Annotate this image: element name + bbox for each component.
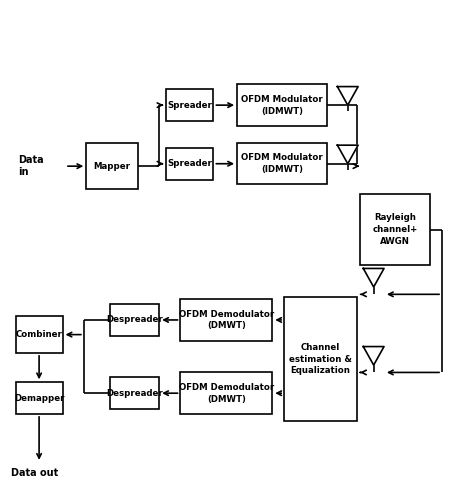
Text: Mapper: Mapper bbox=[94, 162, 131, 171]
Text: OFDM Modulator
(IDMWT): OFDM Modulator (IDMWT) bbox=[241, 95, 323, 115]
Text: Data
in: Data in bbox=[18, 155, 44, 177]
Polygon shape bbox=[337, 86, 358, 105]
Bar bbox=[166, 148, 213, 180]
Polygon shape bbox=[363, 347, 384, 365]
Bar bbox=[237, 143, 327, 185]
Text: Demapper: Demapper bbox=[14, 394, 64, 403]
Bar bbox=[16, 382, 63, 414]
Bar bbox=[181, 373, 273, 414]
Text: Spreader: Spreader bbox=[167, 159, 212, 168]
Text: OFDM Demodulator
(DMWT): OFDM Demodulator (DMWT) bbox=[179, 309, 274, 330]
Bar bbox=[86, 143, 138, 190]
Bar bbox=[359, 194, 430, 265]
Text: Spreader: Spreader bbox=[167, 101, 212, 109]
Text: Rayleigh
channel+
AWGN: Rayleigh channel+ AWGN bbox=[372, 213, 418, 246]
Bar bbox=[237, 84, 327, 126]
Bar bbox=[16, 316, 63, 353]
Bar bbox=[110, 377, 159, 409]
Bar bbox=[166, 89, 213, 121]
Text: OFDM Modulator
(IDMWT): OFDM Modulator (IDMWT) bbox=[241, 153, 323, 174]
Text: Data out: Data out bbox=[11, 467, 58, 478]
Text: Combiner: Combiner bbox=[16, 330, 63, 339]
Bar bbox=[181, 299, 273, 341]
Polygon shape bbox=[363, 269, 384, 287]
Text: Despreader: Despreader bbox=[106, 315, 163, 325]
Bar bbox=[110, 304, 159, 336]
Polygon shape bbox=[337, 145, 358, 164]
Bar bbox=[284, 297, 357, 421]
Text: Despreader: Despreader bbox=[106, 389, 163, 398]
Text: OFDM Demodulator
(DMWT): OFDM Demodulator (DMWT) bbox=[179, 383, 274, 404]
Text: Channel
estimation &
Equalization: Channel estimation & Equalization bbox=[289, 343, 352, 375]
